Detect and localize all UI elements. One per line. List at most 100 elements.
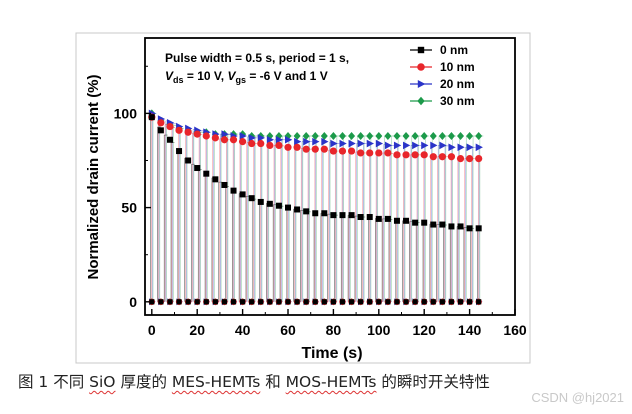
annotation-vds-sub: ds [173, 75, 184, 85]
marker-off-0nm [385, 299, 391, 305]
marker-on-10nm [475, 154, 483, 163]
legend-marker [417, 46, 425, 54]
marker-on-20nm [393, 141, 402, 150]
legend-marker [417, 96, 425, 106]
marker-off-0nm [403, 299, 409, 305]
marker-on-20nm [421, 141, 429, 150]
marker-on-0nm [321, 210, 328, 217]
marker-on-0nm [366, 214, 373, 221]
marker-on-0nm [403, 217, 410, 224]
marker-on-10nm [202, 132, 210, 140]
marker-on-30nm [466, 131, 474, 140]
marker-on-30nm [411, 131, 419, 140]
marker-on-0nm [266, 200, 273, 207]
marker-on-10nm [293, 143, 301, 151]
marker-on-20nm [375, 139, 384, 148]
marker-on-20nm [439, 141, 447, 150]
marker-off-0nm [439, 299, 445, 305]
marker-on-10nm [266, 141, 274, 150]
legend-label: 0 nm [440, 43, 468, 57]
marker-on-0nm [357, 214, 364, 221]
marker-on-0nm [185, 157, 192, 164]
marker-on-10nm [438, 153, 446, 161]
marker-on-30nm [348, 131, 356, 140]
marker-on-30nm [302, 131, 310, 140]
marker-on-0nm [393, 217, 400, 224]
marker-on-10nm [338, 147, 347, 155]
marker-on-10nm [275, 141, 283, 150]
annotation-vds: V [165, 69, 174, 83]
marker-on-10nm [347, 147, 356, 155]
marker-off-0nm [249, 299, 255, 305]
marker-on-0nm [157, 127, 164, 134]
y-tick-label: 100 [114, 105, 138, 121]
marker-off-0nm [476, 299, 482, 305]
marker-off-0nm [258, 299, 264, 305]
marker-off-0nm [394, 299, 400, 305]
marker-on-10nm [429, 153, 437, 161]
figure-frame [75, 32, 531, 364]
marker-on-0nm [430, 221, 437, 228]
marker-off-0nm [167, 299, 173, 305]
marker-on-10nm [184, 128, 192, 136]
x-axis-label: Time (s) [301, 345, 362, 362]
marker-on-10nm [357, 149, 365, 157]
legend-label: 10 nm [440, 60, 475, 74]
marker-on-20nm [330, 139, 338, 148]
marker-on-20nm [275, 135, 284, 144]
marker-off-0nm [312, 299, 318, 305]
marker-on-0nm [448, 223, 455, 230]
marker-on-10nm [220, 136, 229, 144]
marker-on-0nm [439, 221, 446, 228]
marker-on-30nm [357, 131, 365, 140]
marker-off-0nm [339, 299, 346, 305]
marker-off-0nm [412, 299, 418, 305]
marker-on-0nm [194, 165, 201, 172]
marker-off-0nm [203, 299, 209, 305]
marker-on-0nm [348, 212, 355, 219]
marker-off-0nm [421, 299, 427, 305]
marker-on-20nm [266, 135, 275, 144]
marker-on-20nm [339, 139, 347, 148]
marker-on-10nm [320, 145, 328, 153]
marker-on-30nm [420, 131, 428, 140]
marker-on-0nm [294, 206, 301, 213]
marker-on-20nm [384, 141, 393, 150]
marker-on-30nm [329, 131, 337, 140]
marker-on-30nm [384, 131, 392, 140]
marker-on-20nm [430, 141, 438, 150]
y-tick-label: 0 [129, 294, 137, 310]
marker-on-30nm [457, 131, 465, 140]
legend: 0 nm 10 nm 20 nm 30 nm [410, 43, 475, 108]
marker-on-10nm [375, 149, 383, 157]
marker-on-10nm [311, 145, 319, 153]
marker-on-0nm [457, 223, 464, 230]
marker-on-10nm [239, 138, 247, 146]
marker-on-0nm [148, 114, 155, 121]
marker-on-0nm [166, 136, 173, 143]
marker-on-0nm [466, 225, 473, 232]
marker-on-10nm [466, 154, 474, 163]
marker-off-0nm [176, 299, 182, 305]
caption-suffix: 的瞬时开关特性 [376, 373, 490, 391]
marker-on-30nm [320, 131, 328, 140]
x-tick-label: 20 [189, 322, 205, 338]
axes: 0 20 40 60 80 100 120 140 160 0 50 100 [114, 65, 527, 338]
x-tick-label: 120 [413, 322, 437, 338]
marker-on-10nm [229, 136, 238, 144]
marker-off-0nm [149, 299, 155, 305]
marker-on-10nm [456, 154, 465, 163]
data-markers [148, 109, 483, 306]
marker-off-0nm [294, 299, 300, 305]
marker-on-0nm [248, 195, 255, 202]
marker-on-20nm [294, 137, 302, 146]
marker-on-20nm [475, 143, 483, 152]
caption-mes: MES-HEMTs [171, 373, 261, 391]
marker-on-10nm [366, 149, 374, 157]
marker-on-0nm [375, 215, 382, 222]
marker-on-0nm [303, 208, 310, 215]
marker-on-30nm [447, 131, 455, 140]
marker-on-0nm [257, 198, 264, 205]
marker-on-20nm [466, 143, 474, 152]
